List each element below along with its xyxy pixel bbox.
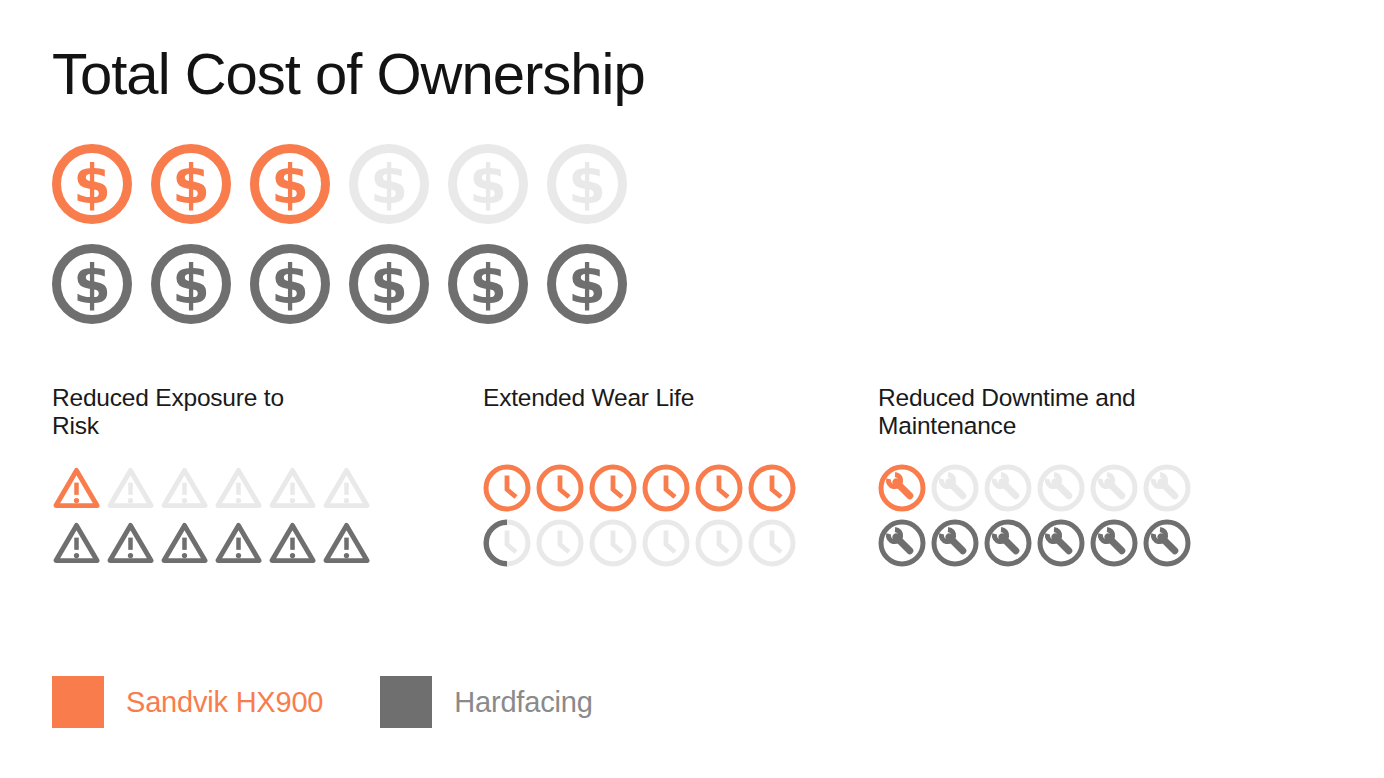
clock-icon — [483, 464, 531, 512]
section-downtime: Reduced Downtime and Maintenance — [878, 384, 1178, 574]
clock-icon — [695, 464, 743, 512]
svg-text:$: $ — [568, 153, 606, 216]
clock-icon — [642, 519, 690, 567]
dollar-circle-icon: $ — [151, 244, 231, 324]
wear-row-sandvik — [483, 464, 868, 512]
legend-item-sandvik: Sandvik HX900 — [52, 676, 323, 728]
dollar-circle-icon: $ — [52, 144, 132, 224]
legend-item-hardfacing: Hardfacing — [380, 676, 592, 728]
warning-triangle-icon — [160, 521, 209, 565]
tco-row-hardfacing: $ $ $ $ $ $ — [52, 244, 627, 324]
legend: Sandvik HX900 Hardfacing — [52, 676, 593, 728]
wrench-circle-icon — [1143, 464, 1191, 512]
clock-icon — [483, 519, 531, 567]
svg-text:$: $ — [271, 253, 309, 316]
wrench-circle-icon — [931, 464, 979, 512]
dollar-circle-icon: $ — [151, 144, 231, 224]
clock-icon — [589, 519, 637, 567]
clock-icon — [589, 464, 637, 512]
dollar-circle-icon: $ — [547, 144, 627, 224]
wrench-circle-icon — [1090, 519, 1138, 567]
warning-triangle-icon — [322, 521, 371, 565]
section-risk-title: Reduced Exposure to Risk — [52, 384, 332, 464]
wrench-circle-icon — [1037, 519, 1085, 567]
tco-infographic: Total Cost of Ownership $ $ $ $ $ $ $ $ … — [0, 0, 1384, 778]
section-wear-life-title: Extended Wear Life — [483, 384, 763, 464]
dollar-circle-icon: $ — [52, 244, 132, 324]
svg-text:$: $ — [469, 253, 507, 316]
svg-text:$: $ — [73, 253, 111, 316]
warning-triangle-icon — [322, 466, 371, 510]
svg-text:$: $ — [172, 153, 210, 216]
sandvik-color-swatch — [52, 676, 104, 728]
warning-triangle-icon — [160, 466, 209, 510]
legend-label-hardfacing: Hardfacing — [454, 686, 592, 719]
dollar-circle-icon: $ — [547, 244, 627, 324]
tco-pictograph: $ $ $ $ $ $ $ $ $ $ $ $ — [52, 144, 627, 344]
warning-triangle-icon — [52, 466, 101, 510]
warning-triangle-icon — [268, 521, 317, 565]
clock-icon — [642, 464, 690, 512]
risk-row-hardfacing — [52, 519, 472, 567]
warning-triangle-icon — [268, 466, 317, 510]
legend-label-sandvik: Sandvik HX900 — [126, 686, 323, 719]
clock-icon — [748, 464, 796, 512]
wrench-circle-icon — [984, 519, 1032, 567]
downtime-row-sandvik — [878, 464, 1178, 512]
wrench-circle-icon — [878, 519, 926, 567]
wrench-circle-icon — [1090, 464, 1138, 512]
warning-triangle-icon — [52, 521, 101, 565]
svg-text:$: $ — [271, 153, 309, 216]
warning-triangle-icon — [214, 521, 263, 565]
risk-row-sandvik — [52, 464, 472, 512]
wrench-circle-icon — [931, 519, 979, 567]
page-title: Total Cost of Ownership — [52, 44, 645, 105]
clock-icon — [536, 464, 584, 512]
warning-triangle-icon — [214, 466, 263, 510]
warning-triangle-icon — [106, 466, 155, 510]
warning-triangle-icon — [106, 521, 155, 565]
svg-text:$: $ — [370, 153, 408, 216]
svg-text:$: $ — [370, 253, 408, 316]
dollar-circle-icon: $ — [250, 244, 330, 324]
section-risk: Reduced Exposure to Risk — [52, 384, 472, 574]
clock-icon — [695, 519, 743, 567]
tco-row-sandvik: $ $ $ $ $ $ — [52, 144, 627, 224]
downtime-row-hardfacing — [878, 519, 1178, 567]
section-downtime-title: Reduced Downtime and Maintenance — [878, 384, 1158, 464]
svg-text:$: $ — [568, 253, 606, 316]
svg-text:$: $ — [73, 153, 111, 216]
dollar-circle-icon: $ — [250, 144, 330, 224]
wrench-circle-icon — [878, 464, 926, 512]
dollar-circle-icon: $ — [349, 244, 429, 324]
dollar-circle-icon: $ — [448, 244, 528, 324]
section-wear-life: Extended Wear Life — [483, 384, 868, 574]
dollar-circle-icon: $ — [448, 144, 528, 224]
svg-text:$: $ — [469, 153, 507, 216]
wear-row-hardfacing — [483, 519, 868, 567]
svg-text:$: $ — [172, 253, 210, 316]
hardfacing-color-swatch — [380, 676, 432, 728]
wrench-circle-icon — [1037, 464, 1085, 512]
wrench-circle-icon — [1143, 519, 1191, 567]
wrench-circle-icon — [984, 464, 1032, 512]
dollar-circle-icon: $ — [349, 144, 429, 224]
clock-icon — [748, 519, 796, 567]
clock-icon — [536, 519, 584, 567]
